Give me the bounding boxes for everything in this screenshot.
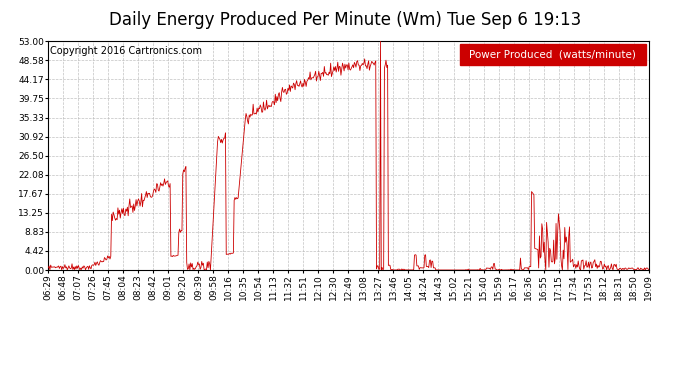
- Text: Daily Energy Produced Per Minute (Wm) Tue Sep 6 19:13: Daily Energy Produced Per Minute (Wm) Tu…: [109, 11, 581, 29]
- Text: Copyright 2016 Cartronics.com: Copyright 2016 Cartronics.com: [50, 46, 201, 56]
- Text: Power Produced  (watts/minute): Power Produced (watts/minute): [469, 50, 636, 59]
- Bar: [460, 44, 646, 65]
